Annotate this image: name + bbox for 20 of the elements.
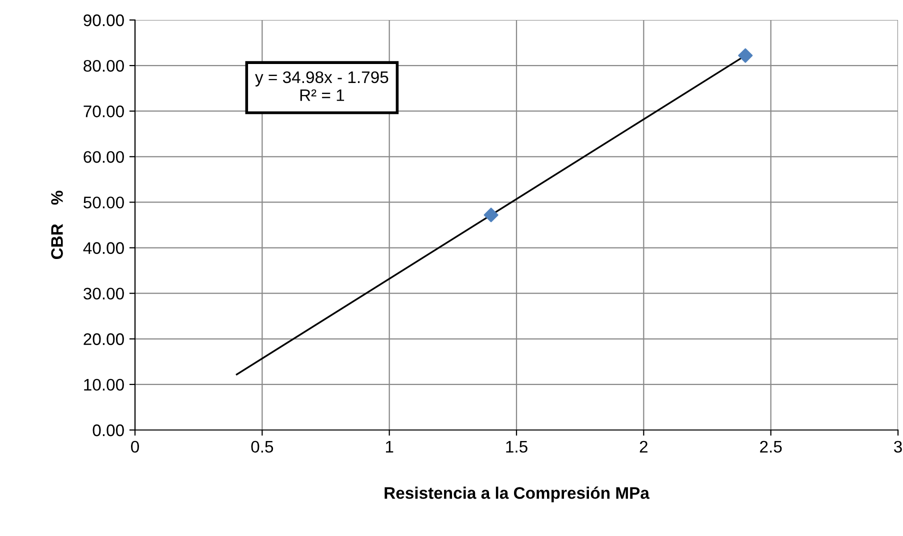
x-tick-label: 0.5	[251, 440, 274, 453]
y-tick-label: 10.00	[84, 378, 124, 391]
y-tick-label: 70.00	[84, 106, 124, 118]
x-tick-label: 1	[386, 441, 394, 452]
x-tick-label: 2.5	[760, 440, 782, 453]
y-axis-title: CBR %	[51, 190, 63, 260]
y-tick-label: 20.00	[84, 333, 124, 346]
y-tick-label: 80.00	[84, 60, 124, 72]
y-tick-label: 30.00	[84, 288, 124, 300]
x-tick-label: 1.5	[506, 441, 528, 453]
y-tick-label: 90.00	[84, 14, 124, 26]
annotation: y = 34.98x - 1.795 R² = 1	[255, 71, 388, 101]
y-tick-label: 0.00	[92, 424, 124, 436]
y-tick-label: 60.00	[84, 151, 124, 163]
x-axis-title: Resistencia a la Compresión MPa	[384, 486, 650, 502]
x-tick-label: 0	[131, 440, 139, 453]
x-tick-label: 2	[640, 440, 648, 452]
x-tick-label: 3	[894, 440, 902, 453]
y-tick-label: 50.00	[84, 196, 124, 208]
y-tick-label: 40.00	[83, 242, 124, 254]
